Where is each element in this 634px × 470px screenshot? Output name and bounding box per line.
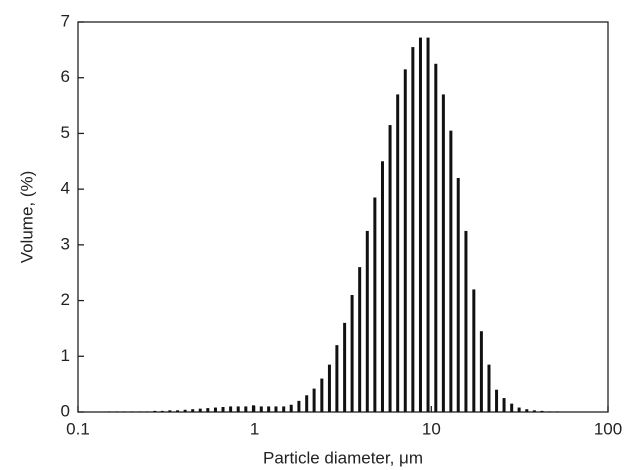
bar	[343, 322, 347, 412]
x-tick-label: 10	[422, 419, 441, 438]
y-tick-label: 2	[61, 290, 70, 309]
bar	[183, 409, 187, 412]
bar	[267, 406, 271, 412]
bar	[380, 161, 384, 412]
bar	[479, 331, 483, 412]
bar	[289, 404, 293, 412]
bar	[206, 408, 210, 412]
bar	[107, 411, 111, 412]
bar	[540, 410, 544, 412]
bar	[426, 37, 430, 412]
bar	[434, 63, 438, 413]
bar	[115, 411, 119, 412]
bar	[305, 395, 309, 412]
bar	[138, 411, 142, 412]
bar	[229, 406, 233, 412]
bar	[160, 410, 164, 412]
bar	[145, 411, 149, 412]
y-tick-label: 0	[61, 401, 70, 420]
bar	[517, 407, 521, 412]
bar	[221, 406, 225, 412]
bar	[130, 411, 134, 412]
bar	[176, 410, 180, 412]
bar	[122, 411, 126, 412]
bar	[350, 295, 354, 412]
bar	[403, 69, 407, 412]
bar	[456, 178, 460, 412]
bar	[555, 411, 559, 412]
bar	[464, 230, 468, 412]
bar	[449, 130, 453, 412]
bar	[487, 364, 491, 412]
bar	[320, 378, 324, 412]
bar	[418, 37, 422, 412]
bar	[373, 197, 377, 412]
bar	[259, 406, 263, 412]
bar	[274, 406, 278, 412]
bar	[396, 94, 400, 412]
bar	[472, 289, 476, 412]
bar	[153, 410, 157, 412]
y-tick-label: 6	[61, 67, 70, 86]
bar	[548, 411, 552, 412]
x-axis-label: Particle diameter, μm	[263, 448, 423, 467]
y-tick-label: 3	[61, 234, 70, 253]
bar	[335, 345, 339, 412]
bar	[388, 125, 392, 413]
bar	[297, 400, 301, 412]
x-tick-label: 0.1	[66, 419, 90, 438]
bar	[411, 47, 415, 412]
bar	[365, 230, 369, 412]
bar	[198, 408, 202, 412]
bar	[213, 407, 217, 412]
bar	[168, 410, 172, 412]
y-tick-label: 7	[61, 11, 70, 30]
bar	[358, 267, 362, 412]
x-tick-label: 100	[594, 419, 622, 438]
bar	[236, 406, 240, 412]
y-tick-label: 4	[61, 179, 70, 198]
bar	[244, 406, 248, 412]
y-tick-label: 5	[61, 123, 70, 142]
bar	[251, 405, 255, 412]
bar	[191, 409, 195, 412]
bar	[502, 398, 506, 412]
bar	[525, 409, 529, 412]
y-tick-label: 1	[61, 346, 70, 365]
y-axis-label: Volume, (%)	[17, 171, 36, 264]
plot-frame	[77, 21, 609, 413]
bar	[441, 94, 445, 412]
bar	[327, 364, 331, 412]
bar	[510, 403, 514, 412]
x-tick-label: 1	[250, 419, 259, 438]
bar	[312, 388, 316, 412]
bar	[282, 406, 286, 412]
bar	[495, 389, 499, 412]
bar	[532, 410, 536, 412]
